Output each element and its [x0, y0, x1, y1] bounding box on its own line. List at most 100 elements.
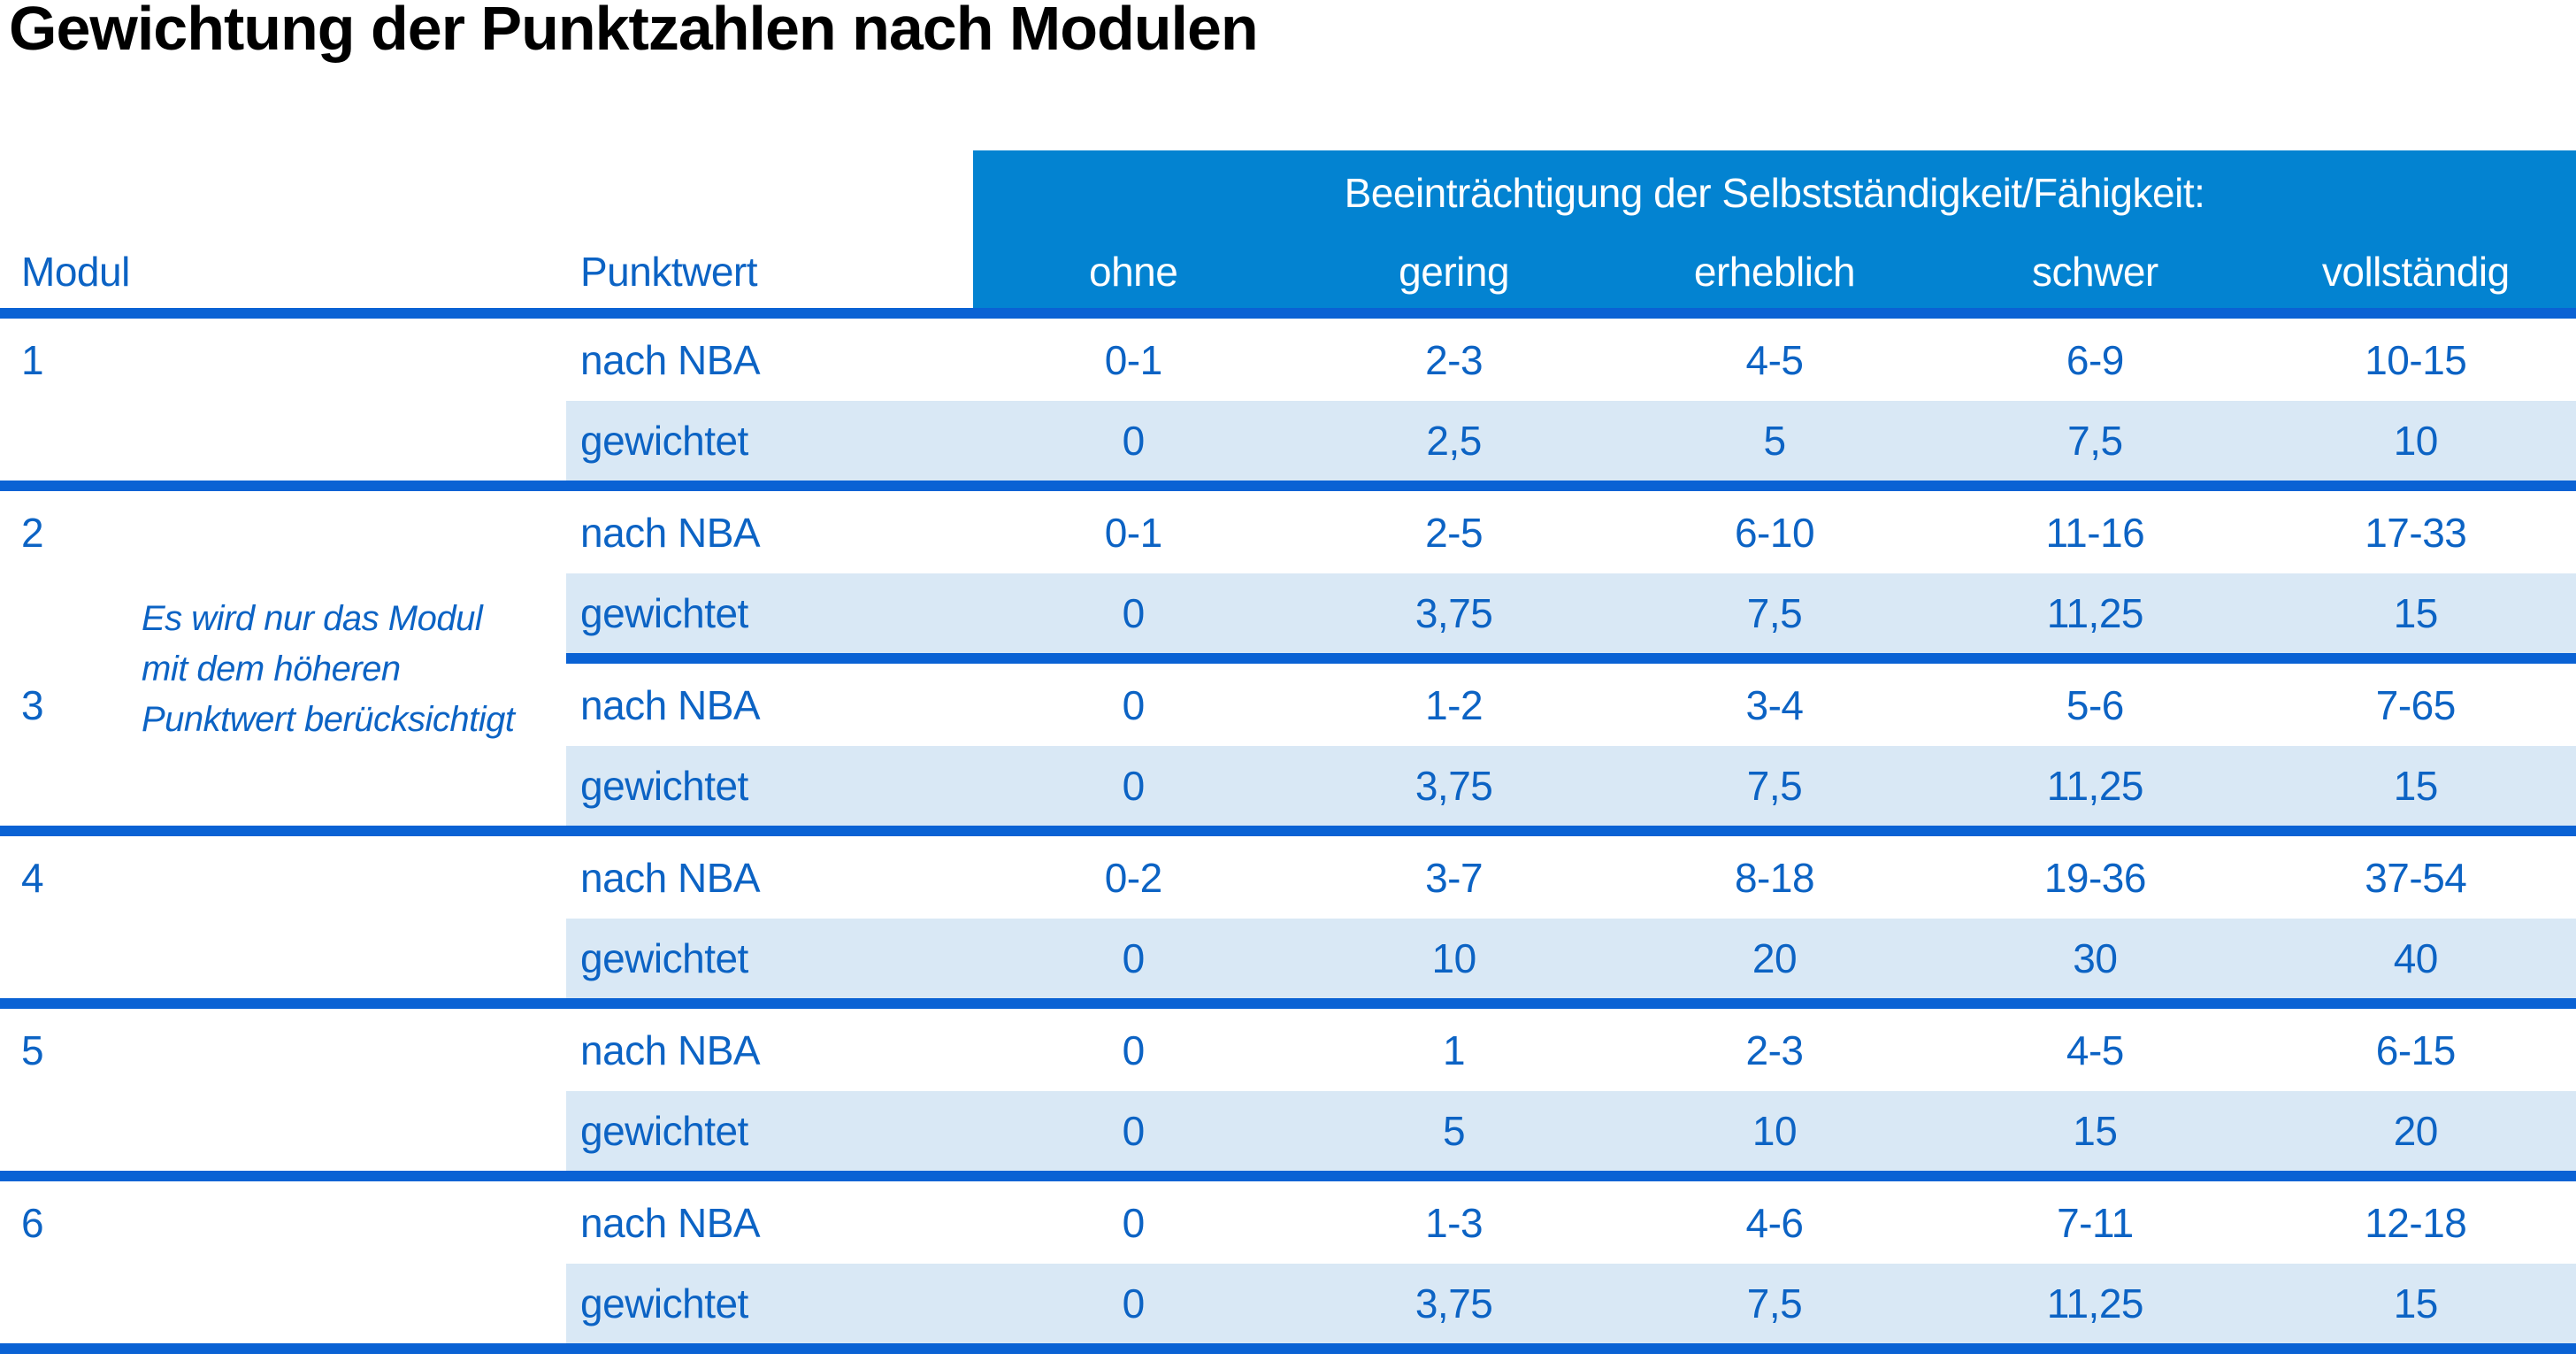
- table-cell: 0: [973, 746, 1294, 826]
- table-cell: 40: [2255, 919, 2576, 998]
- note-line: Es wird nur das Modul: [142, 599, 483, 638]
- table-cell: 0: [1122, 1027, 1146, 1073]
- table-cell: 7,5: [1614, 573, 1936, 653]
- table-cell: 4-6: [1745, 1199, 1804, 1246]
- table-cell: 0: [973, 1091, 1294, 1171]
- module-2-3-separator-gap: [0, 653, 566, 664]
- table-cell: 3,75: [1293, 746, 1614, 826]
- table-cell: 10: [2255, 401, 2576, 481]
- table-cell: 15: [1935, 1091, 2256, 1171]
- table-cell: 3,75: [1293, 573, 1614, 653]
- table-cell: 0: [973, 919, 1294, 998]
- module-separator: [0, 1171, 2576, 1181]
- table-cell: 6-9: [2066, 336, 2124, 383]
- module-4-nba-label: nach NBA: [580, 854, 761, 901]
- module-1-nba-label: nach NBA: [580, 336, 761, 383]
- table-cell: 7,5: [1614, 1264, 1936, 1343]
- table-cell: 11,25: [1935, 1264, 2256, 1343]
- table-cell: 15: [2255, 746, 2576, 826]
- column-header-erheblich: erheblich: [1614, 235, 1936, 308]
- table-cell: 5: [1614, 401, 1936, 481]
- column-header-ohne: ohne: [973, 235, 1294, 308]
- column-header-gering: gering: [1293, 235, 1614, 308]
- column-header-modul: Modul: [21, 249, 130, 295]
- table-cell: 11-16: [2045, 509, 2145, 556]
- impairment-header: Beeinträchtigung der Selbstständigkeit/F…: [973, 150, 2576, 235]
- module-6-weighted-label: gewichtet: [566, 1264, 973, 1343]
- table-cell: 7,5: [1614, 746, 1936, 826]
- table-cell: 5-6: [2066, 681, 2124, 728]
- module-3-weighted-label: gewichtet: [566, 746, 973, 826]
- table-cell: 0: [973, 573, 1294, 653]
- table-cell: 7-11: [2057, 1199, 2134, 1246]
- table-cell: 10: [1293, 919, 1614, 998]
- table-cell: 10: [1614, 1091, 1936, 1171]
- module-2-weighted-label: gewichtet: [566, 573, 973, 653]
- table-cell: 0: [1122, 1199, 1146, 1246]
- table-cell: 0: [973, 401, 1294, 481]
- table-cell: 7,5: [1935, 401, 2256, 481]
- module-5-spacer: [0, 1091, 566, 1171]
- module-2-3-separator: [566, 653, 2576, 664]
- table-cell: 17-33: [2365, 509, 2467, 556]
- module-3-spacer: [0, 746, 566, 826]
- table-cell: 30: [1935, 919, 2256, 998]
- table-cell: 1-2: [1425, 681, 1484, 728]
- module-2-nba-label: nach NBA: [580, 509, 761, 556]
- column-header-vollstaendig: vollständig: [2255, 235, 2576, 308]
- table-cell: 15: [2255, 573, 2576, 653]
- module-1-weighted-label: gewichtet: [566, 401, 973, 481]
- table-cell: 10-15: [2365, 336, 2467, 383]
- module-4-weighted-label: gewichtet: [566, 919, 973, 998]
- module-4-spacer: [0, 919, 566, 998]
- table-cell: 5: [1293, 1091, 1614, 1171]
- table-cell: 1-3: [1425, 1199, 1484, 1246]
- module-separator: [0, 826, 2576, 836]
- module-3-nba-label: nach NBA: [580, 681, 761, 728]
- module-1-number: 1: [21, 336, 44, 383]
- table-bottom-line: [0, 1343, 2576, 1354]
- module-2-number: 2: [21, 509, 44, 556]
- table-cell: 3-4: [1745, 681, 1804, 728]
- table-cell: 4-5: [2066, 1027, 2124, 1073]
- table-cell: 4-5: [1745, 336, 1804, 383]
- table-cell: 2,5: [1293, 401, 1614, 481]
- table-cell: 6-10: [1734, 509, 1815, 556]
- module-separator: [0, 998, 2576, 1009]
- column-header-punktwert: Punktwert: [580, 249, 758, 295]
- table-cell: 2-3: [1745, 1027, 1804, 1073]
- page-title: Gewichtung der Punktzahlen nach Modulen: [9, 0, 1259, 63]
- table-cell: 1: [1443, 1027, 1466, 1073]
- table-cell: 20: [1614, 919, 1936, 998]
- table-cell: 0-1: [1104, 336, 1162, 383]
- table-cell: 0-1: [1104, 509, 1162, 556]
- module-5-number: 5: [21, 1027, 44, 1073]
- table-cell: 2-5: [1425, 509, 1484, 556]
- header-spacer: [0, 150, 973, 235]
- table-cell: 12-18: [2365, 1199, 2467, 1246]
- table-cell: 8-18: [1734, 854, 1815, 901]
- table-cell: 2-3: [1425, 336, 1484, 383]
- table-cell: 7-65: [2375, 681, 2457, 728]
- table-cell: 11,25: [1935, 573, 2256, 653]
- table-cell: 11,25: [1935, 746, 2256, 826]
- table-cell: 0: [973, 1264, 1294, 1343]
- module-3-number: 3: [21, 681, 44, 728]
- module-6-spacer: [0, 1264, 566, 1343]
- table-cell: 0: [1122, 681, 1146, 728]
- table-cell: 19-36: [2043, 854, 2147, 901]
- table-cell: 3,75: [1293, 1264, 1614, 1343]
- table-cell: 37-54: [2365, 854, 2467, 901]
- module-4-number: 4: [21, 854, 44, 901]
- weighting-table: Beeinträchtigung der Selbstständigkeit/F…: [0, 150, 2576, 1354]
- table-cell: 6-15: [2375, 1027, 2457, 1073]
- table-cell: 15: [2255, 1264, 2576, 1343]
- note-line: Punktwert berücksichtigt: [142, 700, 515, 739]
- module-1-spacer: [0, 401, 566, 481]
- module-5-nba-label: nach NBA: [580, 1027, 761, 1073]
- module-6-nba-label: nach NBA: [580, 1199, 761, 1246]
- module-2-3-note: Es wird nur das Modul mit dem höheren Pu…: [142, 594, 515, 745]
- module-separator: [0, 481, 2576, 491]
- note-line: mit dem höheren: [142, 650, 401, 688]
